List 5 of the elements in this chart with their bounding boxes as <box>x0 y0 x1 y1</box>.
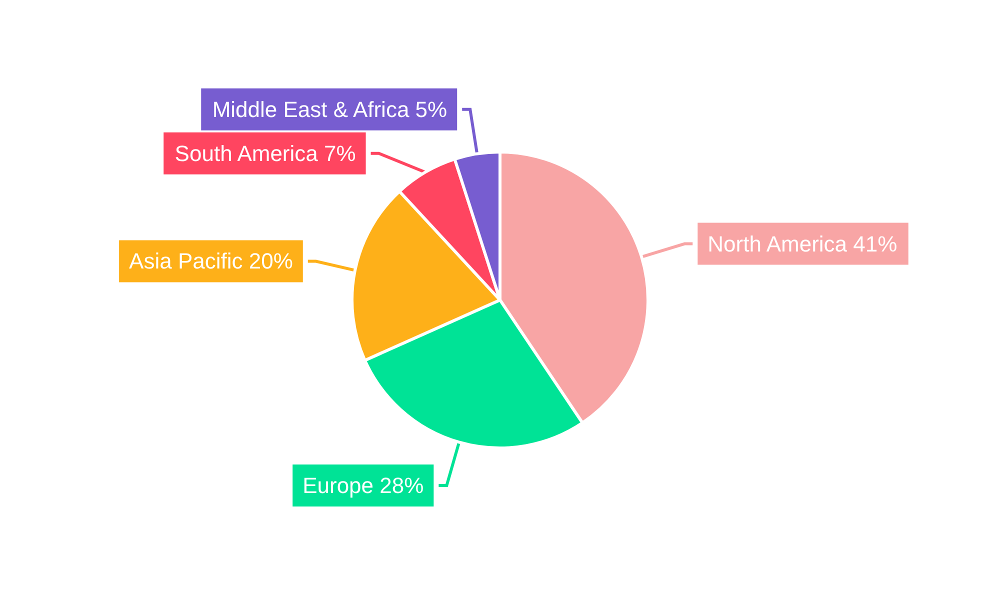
slice-label: Europe 28% <box>302 472 424 498</box>
slice-label: South America 7% <box>174 140 356 166</box>
slice-label: North America 41% <box>708 231 898 256</box>
slice-label: Middle East & Africa 5% <box>212 96 448 122</box>
slice-label: Asia Pacific 20% <box>129 248 293 274</box>
